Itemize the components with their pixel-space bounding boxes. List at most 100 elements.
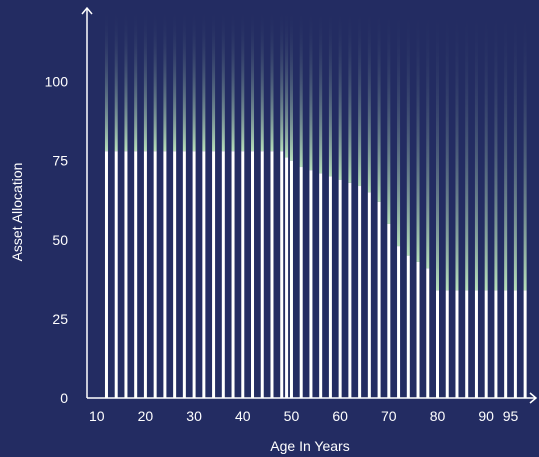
bar-value-segment bbox=[280, 151, 284, 398]
bar bbox=[280, 8, 284, 398]
bar-fade-segment bbox=[260, 8, 264, 152]
bar-value-segment bbox=[504, 290, 508, 398]
bar-fade-segment bbox=[474, 8, 478, 291]
bar-fade-segment bbox=[436, 8, 440, 291]
bar-value-segment bbox=[173, 151, 177, 398]
bar bbox=[397, 8, 401, 398]
y-axis-title: Asset Allocation bbox=[9, 163, 25, 262]
bar-fade-segment bbox=[163, 8, 167, 152]
bar-fade-segment bbox=[455, 8, 459, 291]
bar bbox=[465, 8, 469, 398]
bar-fade-segment bbox=[445, 8, 449, 291]
bar-value-segment bbox=[416, 261, 420, 398]
bar bbox=[455, 8, 459, 398]
bar-value-segment bbox=[163, 151, 167, 398]
y-tick-label: 50 bbox=[52, 232, 68, 248]
bar-fade-segment bbox=[328, 8, 332, 177]
bar-fade-segment bbox=[523, 8, 527, 291]
bar-fade-segment bbox=[280, 8, 284, 152]
bar-fade-segment bbox=[309, 8, 313, 171]
bar-fade-segment bbox=[367, 8, 371, 193]
bar-value-segment bbox=[251, 151, 255, 398]
bar bbox=[416, 8, 420, 398]
bar-fade-segment bbox=[494, 8, 498, 291]
bar bbox=[319, 8, 323, 398]
bar-value-segment bbox=[387, 223, 391, 398]
bar bbox=[406, 8, 410, 398]
bar-value-segment bbox=[397, 246, 401, 398]
bar-value-segment bbox=[241, 151, 245, 398]
bar-value-segment bbox=[367, 192, 371, 398]
bar-fade-segment bbox=[143, 8, 147, 152]
bar-value-segment bbox=[260, 151, 264, 398]
bar bbox=[124, 8, 128, 398]
bar-fade-segment bbox=[270, 8, 274, 152]
bar-fade-segment bbox=[251, 8, 255, 152]
bar bbox=[285, 8, 289, 398]
bar bbox=[367, 8, 371, 398]
bar bbox=[474, 8, 478, 398]
bar-fade-segment bbox=[104, 8, 108, 152]
bar-fade-segment bbox=[484, 8, 488, 291]
x-tick-label: 40 bbox=[235, 408, 251, 424]
bar-value-segment bbox=[289, 160, 293, 398]
bar-value-segment bbox=[513, 290, 517, 398]
bar-value-segment bbox=[328, 176, 332, 398]
x-tick-labels: 10 20 30 40 50 60 70 80 90 95 bbox=[89, 408, 519, 424]
bar bbox=[212, 8, 216, 398]
bar-value-segment bbox=[143, 151, 147, 398]
bar bbox=[221, 8, 225, 398]
bar bbox=[114, 8, 118, 398]
bar-fade-segment bbox=[513, 8, 517, 291]
x-axis-arrow bbox=[529, 392, 538, 404]
x-tick-label: 95 bbox=[503, 408, 519, 424]
x-tick-label: 20 bbox=[138, 408, 154, 424]
bar bbox=[299, 8, 303, 398]
bar bbox=[387, 8, 391, 398]
bar bbox=[270, 8, 274, 398]
bar-fade-segment bbox=[387, 8, 391, 224]
bar-value-segment bbox=[445, 290, 449, 398]
x-tick-label: 10 bbox=[89, 408, 105, 424]
bar-value-segment bbox=[426, 268, 430, 398]
bar-value-segment bbox=[192, 151, 196, 398]
bar-fade-segment bbox=[134, 8, 138, 152]
bar-fade-segment bbox=[416, 8, 420, 262]
bar-value-segment bbox=[455, 290, 459, 398]
bar-value-segment bbox=[309, 170, 313, 398]
bar-value-segment bbox=[182, 151, 186, 398]
bar bbox=[494, 8, 498, 398]
bar-value-segment bbox=[221, 151, 225, 398]
bar bbox=[338, 8, 342, 398]
bar-value-segment bbox=[494, 290, 498, 398]
bar-fade-segment bbox=[241, 8, 245, 152]
bar-value-segment bbox=[202, 151, 206, 398]
bar bbox=[192, 8, 196, 398]
bar-fade-segment bbox=[377, 8, 381, 202]
bar bbox=[348, 8, 352, 398]
bar-fade-segment bbox=[504, 8, 508, 291]
x-axis-title: Age In Years bbox=[270, 438, 349, 454]
bar bbox=[104, 8, 108, 398]
x-tick-label: 30 bbox=[186, 408, 202, 424]
bar-value-segment bbox=[285, 157, 289, 398]
bar-fade-segment bbox=[358, 8, 362, 187]
bar-value-segment bbox=[523, 290, 527, 398]
bar-fade-segment bbox=[406, 8, 410, 256]
bars-layer bbox=[104, 8, 527, 398]
bar-fade-segment bbox=[221, 8, 225, 152]
bar-value-segment bbox=[465, 290, 469, 398]
bar-value-segment bbox=[212, 151, 216, 398]
bar-value-segment bbox=[436, 290, 440, 398]
bar bbox=[504, 8, 508, 398]
bar-value-segment bbox=[299, 167, 303, 398]
bar-value-segment bbox=[270, 151, 274, 398]
bar-fade-segment bbox=[212, 8, 216, 152]
bar-fade-segment bbox=[465, 8, 469, 291]
y-tick-labels: 0 25 50 75 100 bbox=[45, 74, 69, 406]
bar-fade-segment bbox=[124, 8, 128, 152]
x-tick-label: 80 bbox=[430, 408, 446, 424]
bar-value-segment bbox=[124, 151, 128, 398]
bar-value-segment bbox=[406, 255, 410, 398]
